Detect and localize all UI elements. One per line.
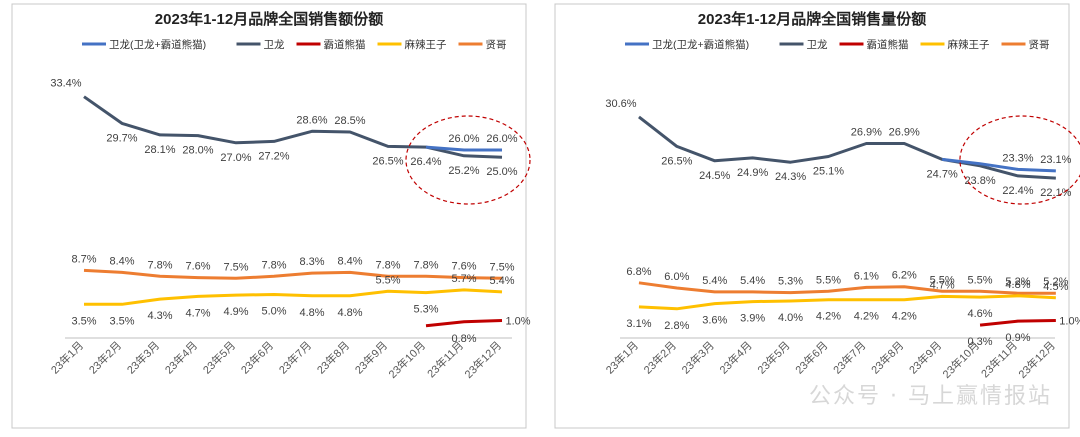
- legend-label: 霸道熊猫: [867, 38, 909, 51]
- legend-label: 卫龙: [264, 38, 285, 51]
- data-label: 24.9%: [737, 167, 768, 179]
- data-label: 23.1%: [1040, 154, 1071, 166]
- data-label: 4.0%: [778, 312, 803, 324]
- data-label: 2.8%: [664, 320, 689, 332]
- data-label: 7.8%: [375, 259, 400, 271]
- data-label: 7.8%: [413, 259, 438, 271]
- data-label: 5.4%: [489, 275, 514, 287]
- data-label: 0.9%: [1005, 332, 1030, 344]
- data-label: 6.2%: [892, 270, 917, 282]
- legend-label: 卫龙: [807, 38, 828, 51]
- data-label: 6.1%: [854, 270, 879, 282]
- data-label: 5.0%: [261, 306, 286, 318]
- data-label: 26.5%: [661, 155, 692, 167]
- data-label: 4.3%: [147, 310, 172, 322]
- data-label: 24.7%: [927, 168, 958, 180]
- data-label: 26.9%: [851, 127, 882, 139]
- chart-title: 2023年1-12月品牌全国销售额份额: [155, 10, 383, 28]
- data-label: 28.6%: [296, 114, 327, 126]
- watermark: 公众号 · 马上赢情报站: [809, 378, 1052, 410]
- data-label: 8.4%: [337, 255, 362, 267]
- data-label: 27.2%: [258, 150, 289, 162]
- data-label: 6.8%: [626, 266, 651, 278]
- data-label: 5.3%: [413, 304, 438, 316]
- data-label: 33.4%: [50, 78, 81, 90]
- data-label: 5.2%: [1005, 276, 1030, 288]
- data-label: 22.1%: [1040, 187, 1071, 199]
- legend-label: 麻辣王子: [405, 38, 447, 51]
- data-label: 5.5%: [930, 274, 955, 286]
- chart-title: 2023年1-12月品牌全国销售量份额: [698, 10, 926, 28]
- data-label: 26.9%: [889, 127, 920, 139]
- data-label: 8.3%: [299, 256, 324, 268]
- data-label: 4.6%: [968, 308, 993, 320]
- legend-label: 卫龙(卫龙+霸道熊猫): [652, 38, 749, 51]
- data-label: 7.6%: [185, 261, 210, 273]
- data-label: 28.1%: [144, 144, 175, 156]
- data-label: 0.8%: [451, 333, 476, 345]
- legend-label: 卫龙(卫龙+霸道熊猫): [109, 38, 206, 51]
- data-label: 4.8%: [299, 307, 324, 319]
- data-label: 30.6%: [605, 98, 636, 110]
- data-label: 1.0%: [505, 316, 530, 328]
- data-label: 29.7%: [106, 132, 137, 144]
- data-label: 5.5%: [375, 274, 400, 286]
- data-label: 5.5%: [968, 274, 993, 286]
- data-label: 7.5%: [223, 261, 248, 273]
- data-label: 3.5%: [71, 315, 96, 327]
- data-label: 1.0%: [1059, 316, 1080, 328]
- data-label: 5.7%: [451, 273, 476, 285]
- data-label: 24.5%: [699, 170, 730, 182]
- data-label: 0.3%: [968, 336, 993, 348]
- legend-label: 贤哥: [486, 39, 507, 51]
- data-label: 25.1%: [813, 165, 844, 177]
- data-label: 4.9%: [223, 306, 248, 318]
- data-label: 4.8%: [337, 307, 362, 319]
- data-label: 25.0%: [486, 166, 517, 178]
- data-label: 5.5%: [816, 274, 841, 286]
- data-label: 5.2%: [1043, 276, 1068, 288]
- data-label: 7.5%: [489, 261, 514, 273]
- data-label: 5.3%: [778, 276, 803, 288]
- data-label: 8.4%: [109, 255, 134, 267]
- data-label: 4.2%: [816, 311, 841, 323]
- data-label: 8.7%: [71, 253, 96, 265]
- data-label: 28.0%: [182, 145, 213, 157]
- data-label: 3.6%: [702, 315, 727, 327]
- data-label: 5.4%: [740, 275, 765, 287]
- legend-label: 贤哥: [1029, 39, 1050, 51]
- data-label: 26.0%: [448, 133, 479, 145]
- legend-label: 霸道熊猫: [324, 38, 366, 51]
- data-label: 23.3%: [1002, 152, 1033, 164]
- legend-label: 麻辣王子: [948, 38, 990, 51]
- data-label: 4.2%: [892, 311, 917, 323]
- data-label: 5.4%: [702, 275, 727, 287]
- data-label: 22.4%: [1002, 185, 1033, 197]
- data-label: 7.8%: [261, 259, 286, 271]
- data-label: 3.9%: [740, 313, 765, 325]
- data-label: 26.4%: [410, 156, 441, 168]
- data-label: 28.5%: [334, 115, 365, 127]
- data-label: 6.0%: [664, 271, 689, 283]
- data-label: 26.5%: [372, 155, 403, 167]
- data-label: 3.1%: [626, 318, 651, 330]
- data-label: 25.2%: [448, 165, 479, 177]
- data-label: 24.3%: [775, 171, 806, 183]
- data-label: 7.6%: [451, 261, 476, 273]
- data-label: 4.2%: [854, 311, 879, 323]
- data-label: 4.7%: [185, 307, 210, 319]
- data-label: 7.8%: [147, 259, 172, 271]
- data-label: 26.0%: [486, 133, 517, 145]
- data-label: 27.0%: [220, 152, 251, 164]
- data-label: 3.5%: [109, 315, 134, 327]
- data-label: 23.8%: [964, 175, 995, 187]
